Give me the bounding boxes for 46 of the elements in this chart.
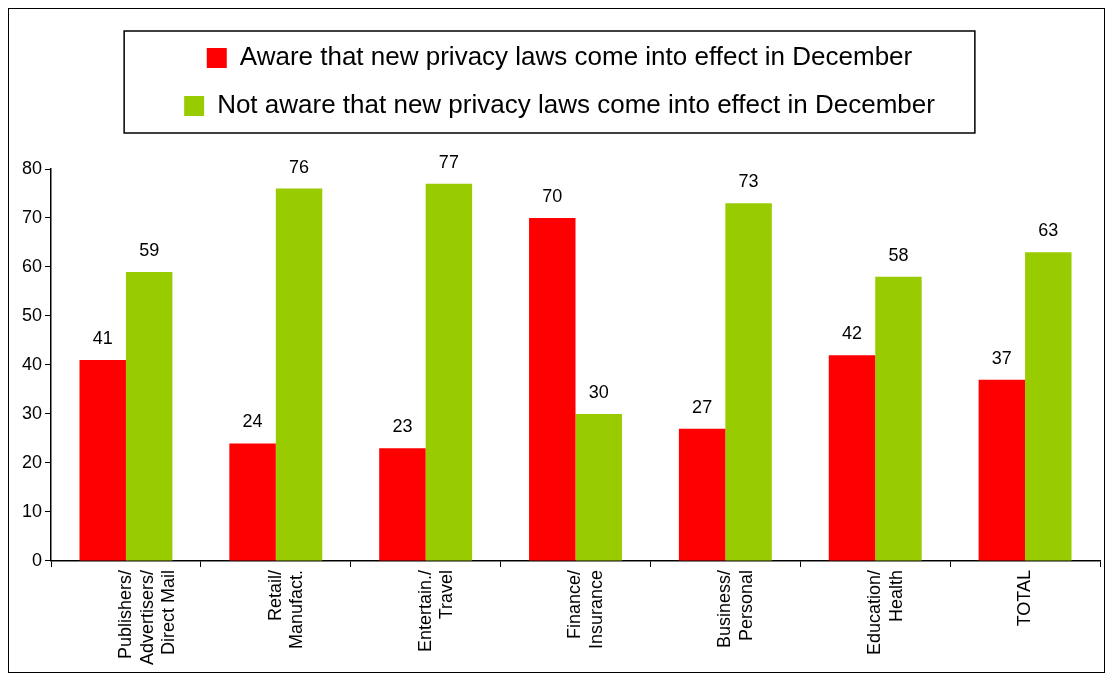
data-label: 37: [991, 347, 1012, 368]
y-tick-label: 30: [21, 402, 43, 423]
bar: [79, 360, 126, 561]
data-label: 30: [588, 381, 609, 402]
data-label: 27: [692, 396, 713, 417]
x-tick-label: Entertain./ Travel: [414, 569, 457, 653]
bar: [125, 271, 173, 561]
data-label: 42: [841, 323, 863, 344]
y-tick-label: 70: [21, 206, 43, 227]
data-label: 23: [392, 416, 413, 437]
bar: [1025, 252, 1072, 561]
data-label: 77: [438, 151, 459, 172]
x-tick-label: Education/ Health: [864, 569, 906, 656]
bar: [379, 448, 426, 561]
data-label: 41: [92, 328, 113, 349]
legend-label: Not aware that new privacy laws come into effect in December: [217, 89, 936, 120]
data-label: 24: [242, 411, 263, 432]
bar: [828, 355, 876, 561]
x-tick-label: Retail/ Manufact.: [264, 569, 307, 650]
bar: [529, 218, 576, 561]
y-tick-label: 50: [21, 304, 43, 325]
data-label: 59: [139, 239, 160, 260]
bar: [678, 428, 726, 561]
bar: [725, 203, 772, 561]
bar: [229, 443, 276, 561]
x-tick-label: TOTAL: [1014, 569, 1035, 627]
data-label: 70: [542, 185, 563, 206]
x-tick-label: Publishers/ Advertisers/ Direct Mail: [114, 569, 179, 665]
y-tick-label: 10: [21, 500, 43, 521]
bar: [425, 183, 473, 561]
data-label: 73: [738, 171, 759, 192]
data-label: 63: [1038, 220, 1059, 241]
data-label: 58: [888, 244, 909, 265]
x-tick-label: Finance/ Insurance: [564, 569, 607, 650]
bar: [875, 276, 922, 561]
bar: [575, 413, 622, 561]
legend-label: Aware that new privacy laws come into effect in December: [239, 41, 913, 72]
y-tick-label: 0: [32, 549, 43, 570]
y-tick-label: 60: [21, 255, 43, 276]
data-label: 76: [289, 156, 310, 177]
y-tick-label: 80: [21, 157, 43, 178]
y-tick-label: 40: [21, 353, 43, 374]
x-tick-label: Business/ Personal: [714, 569, 756, 649]
y-tick-label: 20: [21, 451, 43, 472]
bar: [978, 379, 1026, 561]
bar: [275, 188, 323, 561]
